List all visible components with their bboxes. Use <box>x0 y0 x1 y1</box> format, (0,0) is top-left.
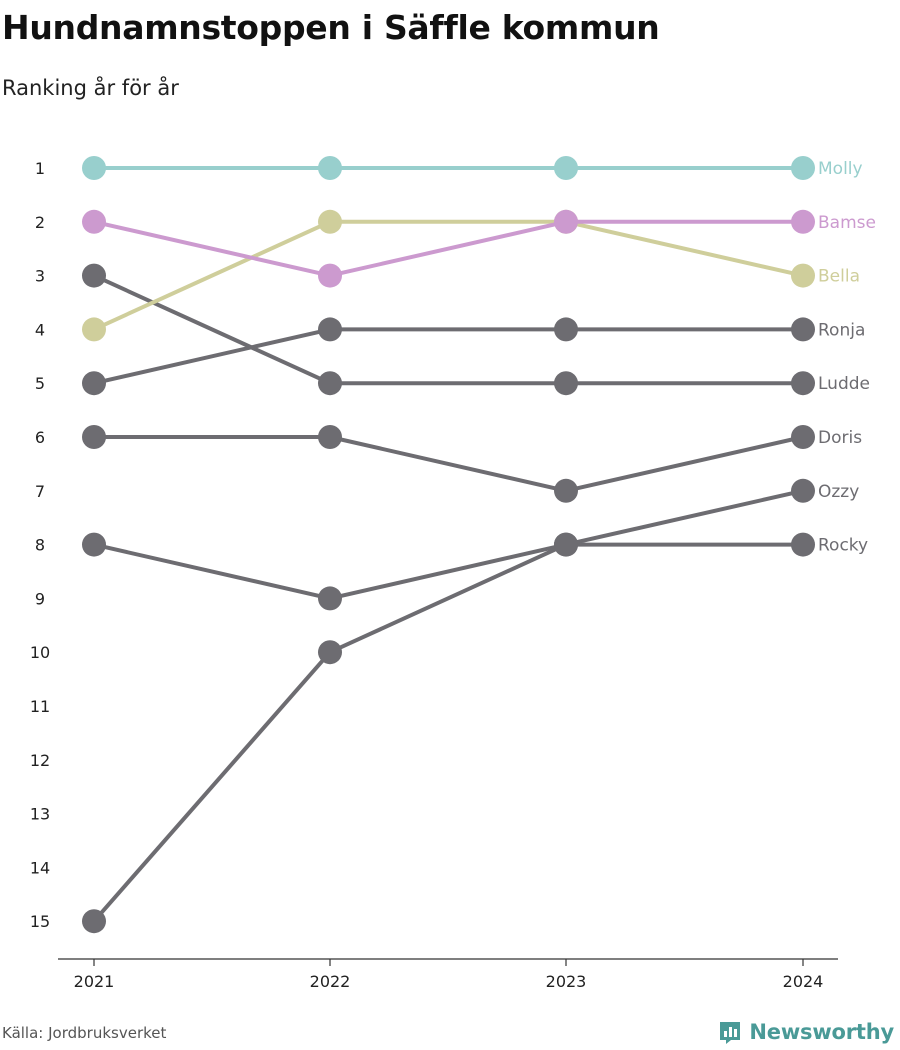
series-label-rocky: Rocky <box>818 536 868 556</box>
data-point-ronja <box>554 317 578 342</box>
series-label-molly: Molly <box>818 159 863 179</box>
y-tick-label: 13 <box>30 805 50 824</box>
x-tick-label: 2021 <box>74 972 115 991</box>
data-point-ludde <box>791 371 815 396</box>
data-point-bamse <box>82 209 106 234</box>
data-point-ronja <box>791 317 815 342</box>
data-point-ronja <box>318 317 342 342</box>
data-point-rocky <box>791 532 815 557</box>
newsworthy-logo-icon <box>720 1022 741 1044</box>
source-note: Källa: Jordbruksverket <box>2 1024 167 1042</box>
data-point-doris <box>82 425 106 449</box>
data-point-molly <box>82 156 106 180</box>
x-tick-label: 2024 <box>783 972 824 991</box>
series-line-ronja <box>92 327 805 386</box>
y-tick-label: 4 <box>35 320 45 339</box>
chart-title: Hundnamnstoppen i Säffle kommun <box>2 8 660 47</box>
y-tick-label: 10 <box>30 643 50 662</box>
y-tick-label: 3 <box>35 267 45 286</box>
data-point-bella <box>82 317 106 342</box>
y-tick-label: 5 <box>35 374 45 393</box>
data-point-bamse <box>791 209 815 234</box>
data-point-ozzy <box>82 909 106 934</box>
y-tick-label: 7 <box>35 482 45 501</box>
series-line-ozzy <box>92 488 805 924</box>
series-line-ludde <box>92 273 805 386</box>
data-point-bella <box>318 209 342 234</box>
data-point-ludde <box>554 371 578 396</box>
series-label-ozzy: Ozzy <box>818 482 859 502</box>
series-line-doris <box>92 435 805 493</box>
y-tick-label: 6 <box>35 428 45 447</box>
data-point-bamse <box>554 209 578 234</box>
data-point-doris <box>318 425 342 449</box>
series-line-rocky <box>92 542 805 601</box>
series-label-ronja: Ronja <box>818 320 865 340</box>
data-point-molly <box>791 156 815 180</box>
series-label-bamse: Bamse <box>818 213 876 233</box>
series-label-ludde: Ludde <box>818 374 870 394</box>
y-tick-label: 8 <box>35 536 45 555</box>
series-line-bamse <box>92 219 805 278</box>
data-point-ludde <box>318 371 342 396</box>
series-line-bella <box>92 219 805 332</box>
data-point-bamse <box>318 263 342 288</box>
data-point-ludde <box>82 263 106 288</box>
data-point-rocky <box>82 532 106 557</box>
brand-logo: Newsworthy <box>717 1019 894 1045</box>
y-tick-label: 9 <box>35 589 45 608</box>
data-point-molly <box>554 156 578 180</box>
data-point-ronja <box>82 371 106 396</box>
y-tick-label: 11 <box>30 697 50 716</box>
series-label-bella: Bella <box>818 267 860 287</box>
data-point-ozzy <box>318 640 342 665</box>
y-tick-label: 2 <box>35 213 45 232</box>
x-tick-label: 2022 <box>310 972 351 991</box>
data-point-rocky <box>318 586 342 611</box>
brand-name: Newsworthy <box>749 1020 894 1044</box>
series-label-doris: Doris <box>818 428 862 448</box>
data-point-molly <box>318 156 342 180</box>
data-point-bella <box>791 263 815 288</box>
y-tick-label: 1 <box>35 159 45 178</box>
x-tick-label: 2023 <box>546 972 587 991</box>
data-point-ozzy <box>791 478 815 503</box>
data-point-doris <box>791 425 815 449</box>
y-tick-label: 12 <box>30 751 50 770</box>
chart-subtitle: Ranking år för år <box>2 76 179 100</box>
y-tick-label: 14 <box>30 858 50 877</box>
data-point-doris <box>554 478 578 503</box>
y-tick-label: 15 <box>30 912 50 931</box>
data-point-ozzy <box>554 532 578 557</box>
